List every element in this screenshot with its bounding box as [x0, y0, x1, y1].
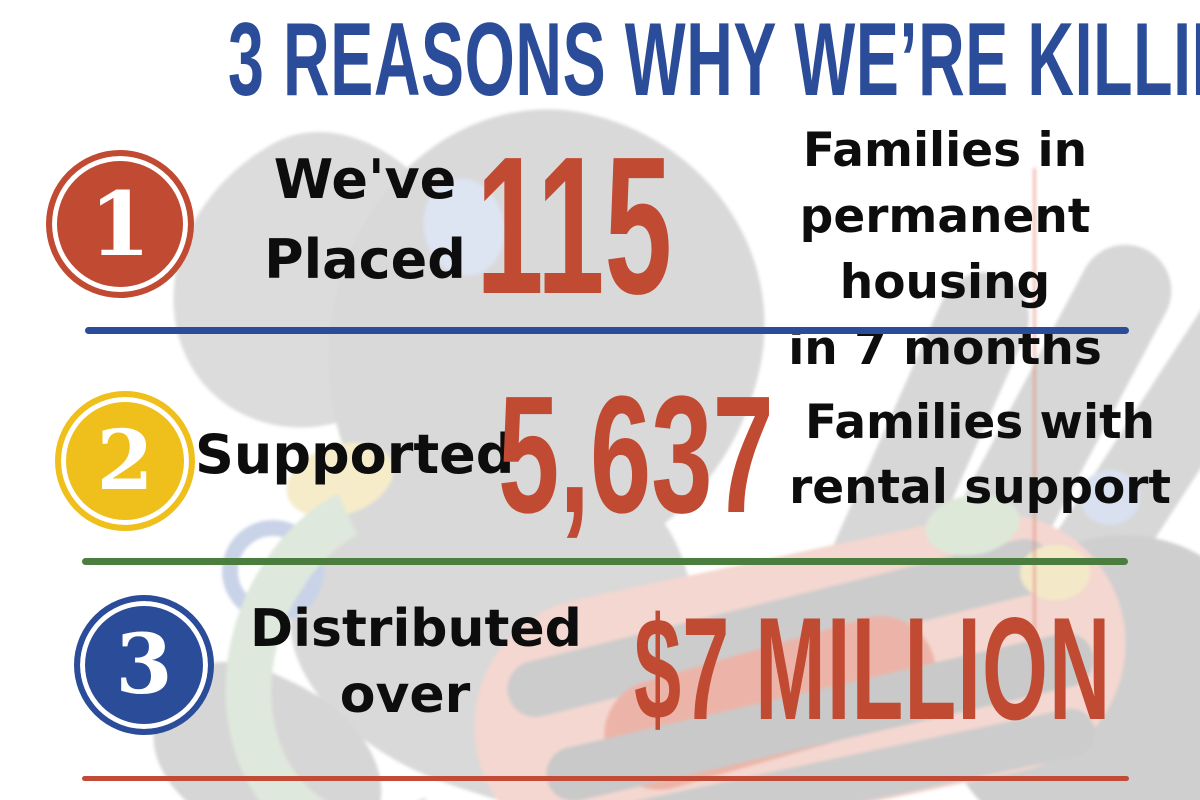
row-1-desc-line-2: permanent housing	[799, 189, 1091, 310]
row-1-lead: We've Placed	[225, 140, 505, 300]
row-2-lead: Supported	[195, 423, 515, 486]
row-1-divider	[85, 327, 1129, 334]
badge-3-number: 3	[115, 617, 173, 713]
badge-2-number: 2	[96, 413, 154, 509]
row-2-desc-line-2: rental support	[789, 460, 1171, 515]
row-1-stat-value: 115	[476, 116, 673, 335]
row-3-lead-line-2: over	[339, 665, 471, 725]
watermark-vertical-line	[1033, 168, 1036, 688]
row-2-description: Families with rental support	[750, 390, 1200, 520]
row-2-divider	[82, 558, 1128, 565]
row-1-lead-line-1: We've	[273, 148, 457, 211]
watermark-yellow-dot	[1020, 545, 1090, 600]
row-1-lead-line-2: Placed	[264, 228, 466, 291]
badge-2: 2	[55, 391, 195, 531]
badge-1: 1	[46, 150, 194, 298]
row-3-stat-value: $7 MILLION	[634, 587, 1112, 750]
row-2-desc-line-1: Families with	[804, 395, 1156, 450]
row-3-divider	[82, 776, 1129, 781]
page-title: 3 REASONS WHY WE’RE KILLING IT	[228, 2, 1200, 118]
row-1-desc-line-1: Families in	[802, 123, 1088, 178]
row-2-stat-value: 5,637	[498, 362, 774, 548]
row-2-lead-line-1: Supported	[195, 423, 515, 486]
badge-3: 3	[74, 595, 214, 735]
row-3-lead-line-1: Distributed	[250, 599, 582, 659]
watermark-blue-dot	[1080, 470, 1140, 525]
row-1-description: Families in permanent housing in 7 month…	[695, 118, 1195, 382]
row-3-lead: Distributed over	[250, 596, 582, 728]
badge-1-number: 1	[89, 172, 151, 276]
